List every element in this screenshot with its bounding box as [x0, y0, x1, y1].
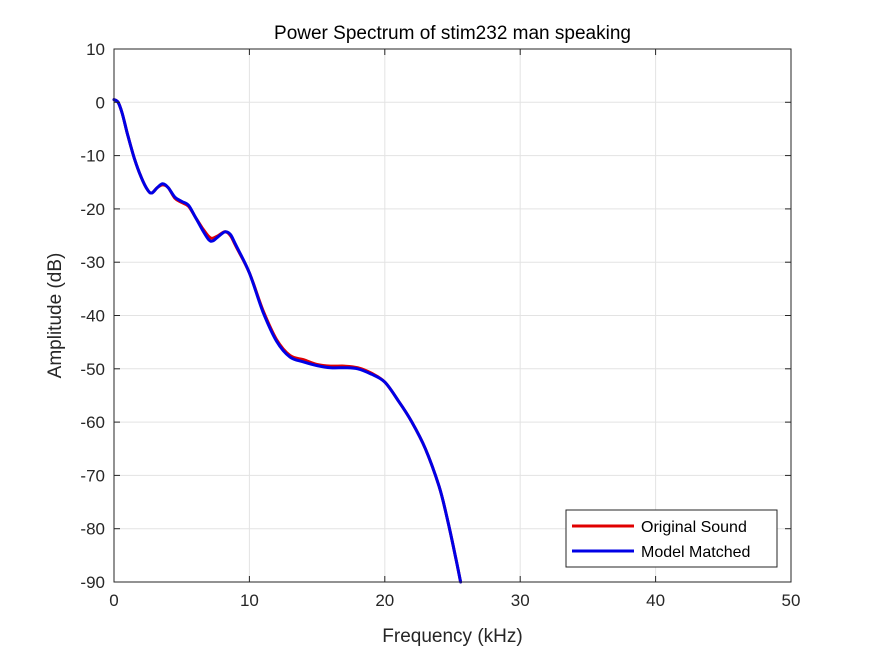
y-tick-label: -40	[80, 307, 105, 326]
y-tick-label: 0	[96, 93, 105, 112]
y-axis-label: Amplitude (dB)	[45, 253, 66, 379]
x-axis-label: Frequency (kHz)	[382, 626, 522, 647]
y-tick-label: -10	[80, 147, 105, 166]
x-tick-label: 10	[240, 591, 259, 610]
x-tick-label: 0	[109, 591, 118, 610]
series-lines	[112, 98, 463, 584]
y-tick-label: -60	[80, 413, 105, 432]
legend-label-model-matched: Model Matched	[641, 544, 750, 561]
chart-title: Power Spectrum of stim232 man speaking	[274, 23, 631, 44]
x-tick-label: 50	[782, 591, 801, 610]
legend-label-original-sound: Original Sound	[641, 519, 747, 536]
series-line-model-matched	[112, 98, 463, 584]
y-tick-label: -20	[80, 200, 105, 219]
x-tick-label: 40	[646, 591, 665, 610]
y-tick-label: 10	[86, 40, 105, 59]
legend-box	[565, 509, 778, 568]
y-tick-label: -50	[80, 360, 105, 379]
y-tick-label: -80	[80, 520, 105, 539]
axis-ticks: 0 10 20 30 40 50 10 0 -10 -20 -30 -40 -50 -60 -70 -80 -9…	[80, 40, 800, 610]
x-tick-label: 20	[375, 591, 394, 610]
y-tick-label: -90	[80, 573, 105, 592]
grid-lines	[114, 49, 791, 582]
y-tick-label: -30	[80, 253, 105, 272]
y-tick-label: -70	[80, 466, 105, 485]
x-tick-label: 30	[511, 591, 530, 610]
legend: Original Sound Model Matched	[565, 509, 778, 568]
